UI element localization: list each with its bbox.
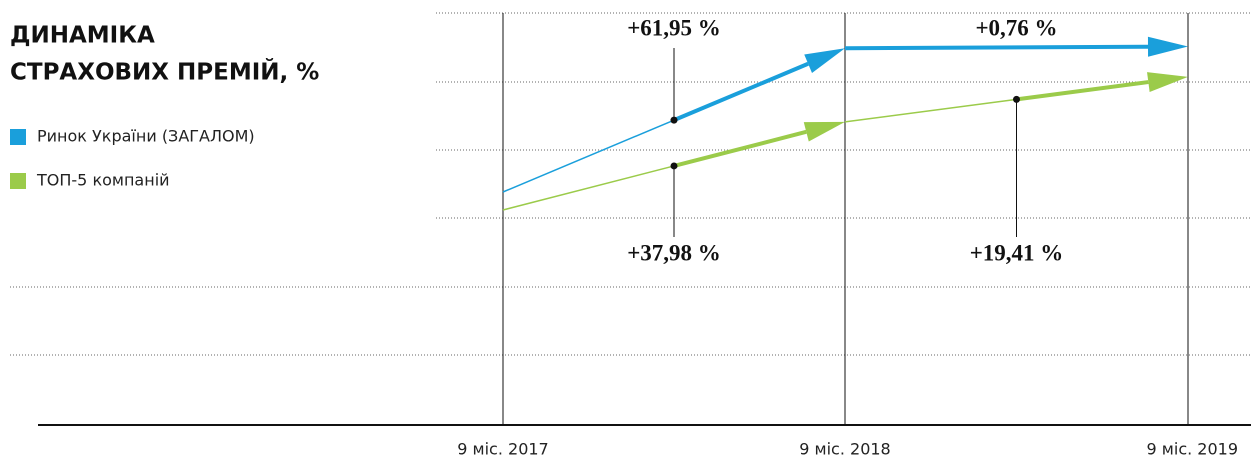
marker-dot — [670, 162, 678, 170]
data-label: +61,95 % — [627, 15, 721, 40]
data-label: +37,98 % — [627, 240, 721, 265]
legend-swatch — [10, 173, 26, 189]
legend-label: ТОП-5 компаній — [36, 171, 170, 190]
marker-dot — [1013, 95, 1020, 103]
segment — [844, 36, 1188, 57]
x-tick-label: 9 міс. 2018 — [799, 440, 890, 459]
thick-line — [844, 44, 1149, 51]
arrow-head — [804, 48, 845, 73]
thin-line — [502, 165, 675, 211]
chart-title: СТРАХОВИХ ПРЕМІЙ, % — [10, 58, 319, 86]
data-label: +0,76 % — [975, 15, 1057, 40]
marker-dot — [670, 116, 678, 124]
grid — [10, 12, 1251, 356]
chart-title: ДИНАМІКА — [10, 23, 155, 49]
segment — [844, 72, 1188, 123]
thick-line — [1016, 80, 1149, 102]
thin-line — [844, 98, 1017, 123]
arrow-head — [1147, 72, 1188, 92]
legend-label: Ринок України (ЗАГАЛОМ) — [37, 127, 255, 146]
thick-line — [673, 61, 809, 122]
data-label: +19,41 % — [970, 240, 1064, 265]
thin-line — [502, 119, 675, 193]
segment — [502, 121, 845, 211]
arrow-head — [803, 121, 845, 142]
segment — [502, 48, 845, 193]
x-tick-label: 9 міс. 2017 — [457, 440, 548, 459]
arrow-head — [1147, 36, 1188, 57]
legend-swatch — [10, 129, 26, 145]
thick-line — [673, 129, 807, 168]
x-tick-label: 9 міс. 2019 — [1147, 440, 1238, 459]
